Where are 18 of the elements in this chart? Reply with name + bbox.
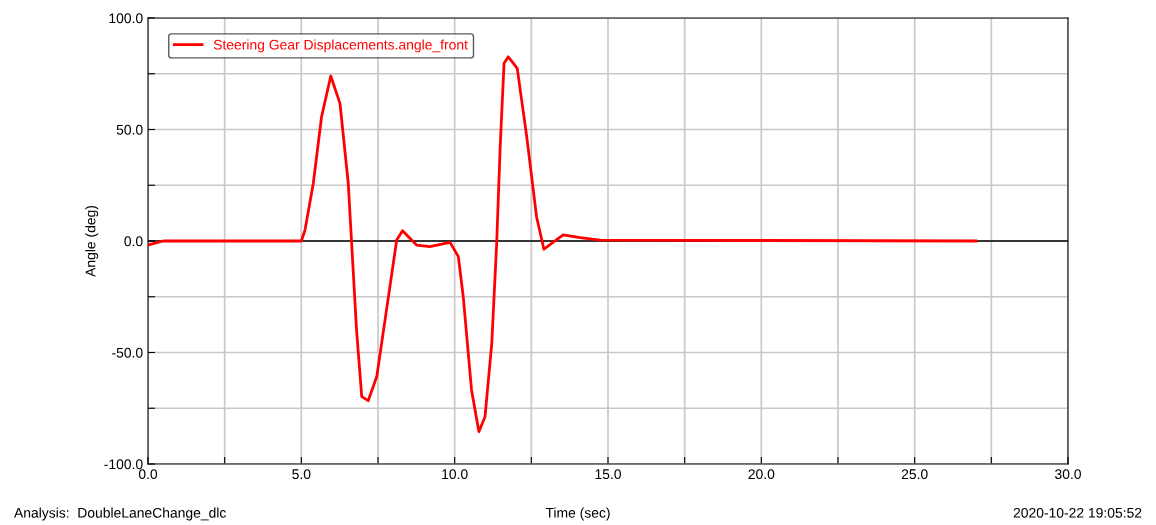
x-axis-title: Time (sec)	[545, 507, 610, 521]
y-axis-title: Angle (deg)	[85, 205, 99, 277]
x-tick-label: 0.0	[138, 469, 158, 480]
x-tick-label: 25.0	[901, 469, 928, 480]
legend-label: Steering Gear Displacements.angle_front	[213, 39, 468, 53]
line-series	[148, 55, 978, 434]
y-tick-label: 50.0	[116, 124, 143, 135]
text: 2020-10-22 19:05:52	[1013, 507, 1142, 518]
x-tick-label: 30.0	[1055, 469, 1081, 480]
text: Analysis: DoubleLaneChange_dlc	[14, 507, 226, 521]
y-tick-label: 0.0	[124, 236, 143, 247]
x-tick-label: 10.0	[442, 469, 468, 480]
x-tick-label: 15.0	[595, 469, 621, 480]
y-tick-label: -100.0	[104, 459, 143, 470]
x-tick-label: 20.0	[748, 469, 775, 480]
y-tick-label: -50.0	[112, 347, 143, 358]
y-tick-label: 100.0	[109, 13, 143, 24]
x-tick-label: 5.0	[292, 469, 311, 480]
